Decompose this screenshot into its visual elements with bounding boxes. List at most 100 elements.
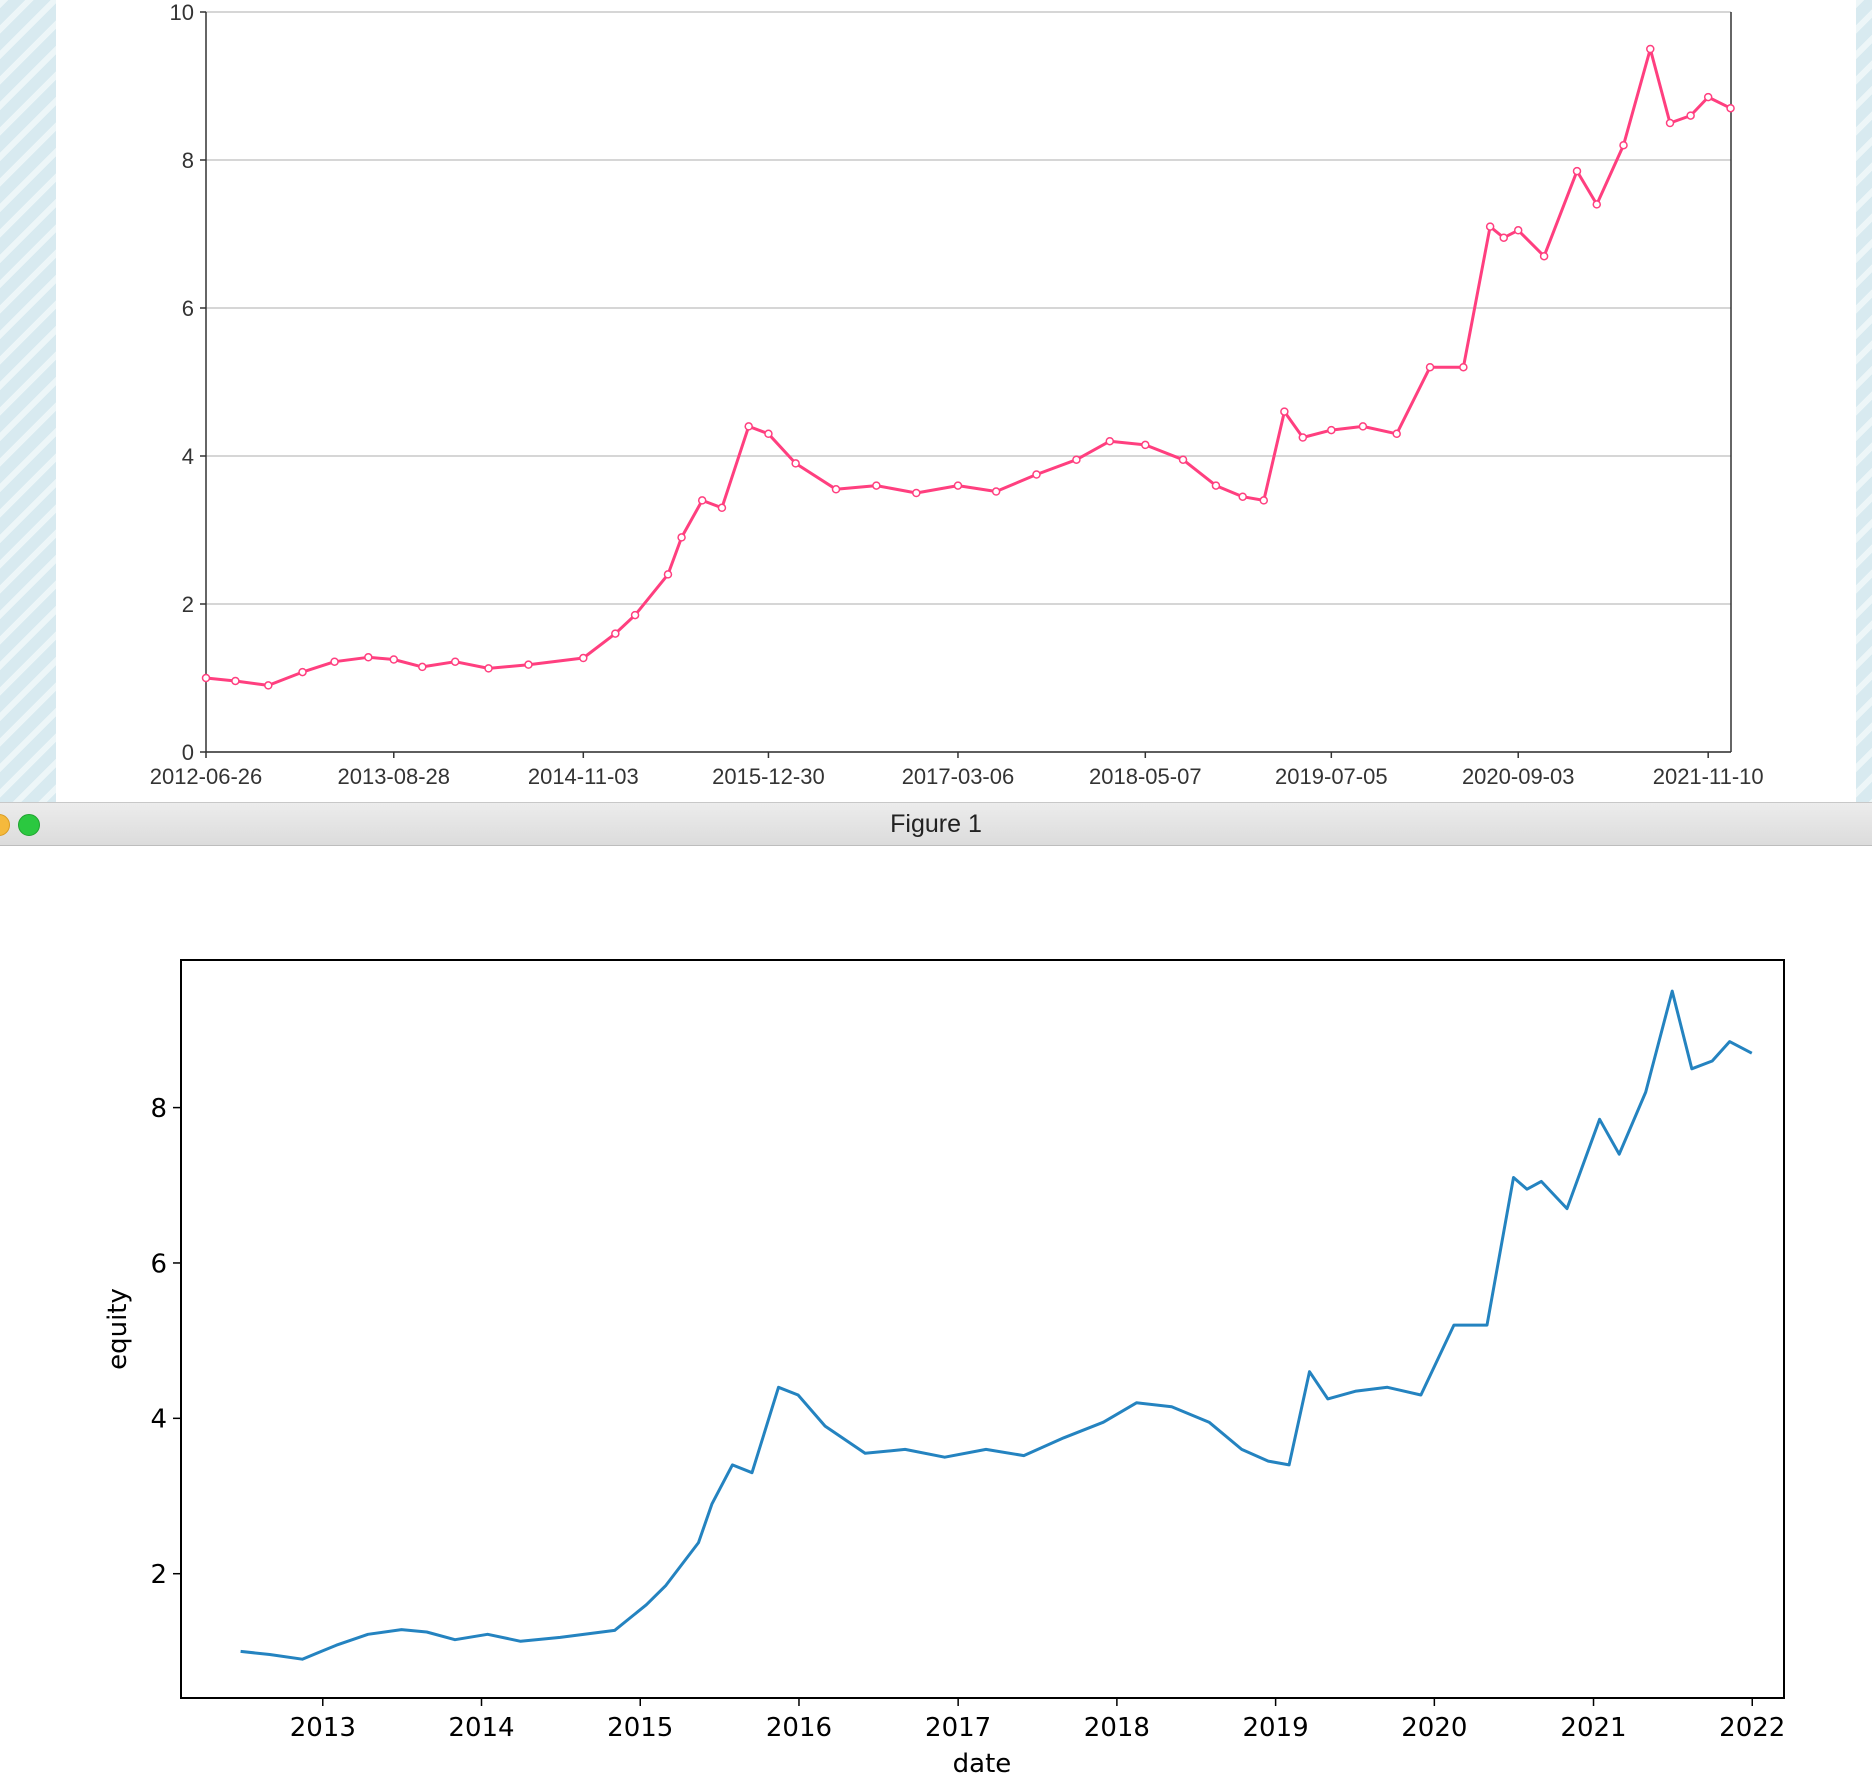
- top-xtick-label-2: 2014-11-03: [528, 764, 639, 789]
- top-point-32: [1238, 492, 1247, 501]
- top-chart-grid: [206, 11, 1731, 753]
- bottom-xtick-label-6: 2019: [1243, 1713, 1309, 1743]
- top-point-52: [1726, 103, 1735, 113]
- top-point-47: [1619, 140, 1628, 150]
- top-point-20: [791, 459, 800, 468]
- bottom-series-line-0: [240, 989, 1753, 1661]
- bottom-plot-frame: [180, 959, 1785, 1699]
- top-point-45: [1572, 166, 1582, 176]
- window-title: Figure 1: [890, 810, 982, 838]
- top-point-36: [1327, 425, 1336, 435]
- top-point-38: [1392, 429, 1401, 439]
- top-point-29: [1141, 440, 1150, 450]
- top-point-51: [1703, 92, 1713, 102]
- top-point-37: [1358, 422, 1368, 431]
- top-point-12: [611, 629, 620, 638]
- top-point-39: [1425, 362, 1435, 372]
- top-xtick-label-4: 2017-03-06: [902, 764, 1015, 789]
- bottom-x-axis-label: date: [953, 1749, 1012, 1776]
- bottom-xtick-label-9: 2022: [1719, 1713, 1785, 1743]
- top-point-19: [764, 429, 773, 439]
- bottom-ytick-label-0: 2: [150, 1560, 167, 1590]
- top-point-44: [1539, 251, 1549, 261]
- top-point-14: [663, 570, 673, 579]
- bottom-xtick-label-2: 2015: [607, 1713, 673, 1743]
- top-point-17: [717, 503, 727, 513]
- figure-window-titlebar[interactable]: Figure 1: [0, 802, 1872, 846]
- top-point-33: [1259, 496, 1269, 505]
- top-xtick-label-1: 2013-08-28: [337, 764, 450, 789]
- top-point-1: [231, 676, 240, 686]
- top-point-28: [1105, 436, 1115, 446]
- top-point-49: [1665, 118, 1675, 128]
- top-point-0: [201, 673, 211, 683]
- top-series-line-0: [205, 47, 1732, 687]
- top-point-25: [991, 487, 1001, 496]
- bottom-y-ticks: 2 4 6 8: [150, 1094, 181, 1590]
- top-point-43: [1513, 226, 1523, 235]
- bottom-y-axis-label: equity: [103, 1288, 133, 1370]
- top-point-27: [1072, 455, 1081, 464]
- top-xtick-label-3: 2015-12-30: [712, 764, 825, 789]
- top-point-24: [953, 481, 963, 490]
- top-point-46: [1592, 200, 1602, 209]
- minimize-button[interactable]: [0, 814, 10, 836]
- top-series: [201, 44, 1735, 690]
- top-xtick-label-0: 2012-06-26: [150, 764, 263, 789]
- bottom-xtick-label-1: 2014: [448, 1713, 514, 1743]
- top-ytick-label-1: 2: [182, 592, 194, 617]
- bottom-ytick-label-1: 4: [150, 1405, 167, 1435]
- bottom-series: [240, 989, 1753, 1661]
- top-point-48: [1646, 44, 1655, 54]
- top-point-11: [579, 653, 588, 663]
- top-point-5: [364, 653, 373, 662]
- desktop-wallpaper-left: [0, 0, 56, 802]
- top-xtick-label-7: 2020-09-03: [1462, 764, 1575, 789]
- top-point-41: [1485, 222, 1495, 231]
- top-ytick-label-0: 0: [182, 740, 194, 765]
- bottom-xtick-label-3: 2016: [766, 1713, 832, 1743]
- top-y-ticks: 0 2 4 6 8 10: [170, 0, 206, 765]
- top-point-3: [298, 667, 307, 677]
- top-point-22: [872, 481, 881, 490]
- top-point-40: [1459, 362, 1468, 372]
- bottom-xtick-label-5: 2018: [1084, 1713, 1150, 1743]
- bottom-chart: 2 4 6 8 2013 2014 2015 2016 2017 2018 2019 2020 202…: [103, 959, 1785, 1776]
- top-point-13: [630, 610, 640, 620]
- top-point-7: [418, 662, 427, 672]
- zoom-button[interactable]: [18, 814, 40, 836]
- desktop-wallpaper-right: [1856, 0, 1872, 802]
- top-point-4: [330, 657, 339, 666]
- top-x-ticks: 2012-06-26 2013-08-28 2014-11-03 2015-12-30…: [150, 752, 1764, 789]
- top-xtick-label-5: 2018-05-07: [1089, 764, 1202, 789]
- bottom-xtick-label-4: 2017: [925, 1713, 991, 1743]
- top-point-50: [1686, 111, 1695, 120]
- top-point-31: [1211, 481, 1221, 490]
- top-point-10: [524, 660, 533, 669]
- top-point-34: [1280, 407, 1289, 416]
- top-point-15: [677, 533, 686, 542]
- top-point-16: [697, 496, 707, 505]
- bottom-x-ticks: 2013 2014 2015 2016 2017 2018 2019 2020 2021 2022: [290, 1698, 1785, 1743]
- top-point-26: [1032, 470, 1041, 479]
- top-xtick-label-8: 2021-11-10: [1653, 764, 1764, 789]
- top-ytick-label-5: 10: [170, 0, 194, 25]
- top-ytick-label-2: 4: [182, 444, 194, 469]
- top-point-6: [389, 655, 399, 664]
- bottom-ytick-label-3: 8: [150, 1094, 167, 1124]
- top-xtick-label-6: 2019-07-05: [1275, 764, 1388, 789]
- top-ytick-label-3: 6: [182, 296, 194, 321]
- top-point-9: [484, 664, 493, 673]
- top-point-8: [450, 657, 460, 666]
- top-ytick-label-4: 8: [182, 148, 194, 173]
- top-point-18: [744, 422, 753, 431]
- top-point-30: [1178, 455, 1188, 464]
- bottom-ytick-label-2: 6: [150, 1249, 167, 1279]
- top-point-23: [912, 488, 921, 498]
- bottom-xtick-label-0: 2013: [290, 1713, 356, 1743]
- top-point-21: [831, 485, 841, 494]
- top-point-35: [1298, 433, 1308, 442]
- bottom-xtick-label-7: 2020: [1401, 1713, 1467, 1743]
- top-point-42: [1499, 233, 1508, 242]
